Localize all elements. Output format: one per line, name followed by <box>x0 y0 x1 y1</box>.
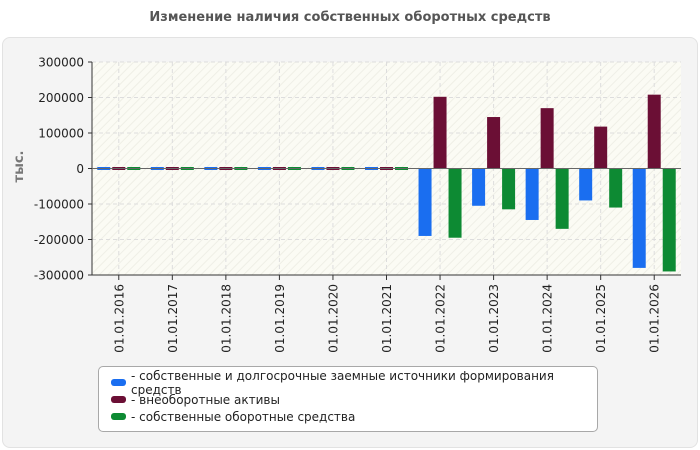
legend-item: - внеоборотные активы <box>111 391 597 408</box>
y-tick-label: 100000 <box>38 127 84 141</box>
y-tick-label: 300000 <box>38 56 84 70</box>
chart-legend: - собственные и долгосрочные заемные ист… <box>98 366 598 432</box>
legend-item: - собственные оборотные средства <box>111 408 597 425</box>
bar <box>525 168 539 220</box>
x-tick-label: 01.01.2016 <box>112 284 126 353</box>
bar <box>472 168 486 206</box>
x-tick-label: 01.01.2019 <box>273 284 287 353</box>
bar <box>555 168 569 229</box>
bar <box>632 168 646 268</box>
y-tick-label: 0 <box>76 162 84 176</box>
legend-label: - внеоборотные активы <box>131 392 280 407</box>
legend-label: - собственные оборотные средства <box>131 409 356 424</box>
x-tick-label: 01.01.2022 <box>434 284 448 353</box>
x-tick-label: 01.01.2021 <box>380 284 394 353</box>
legend-swatch <box>111 379 126 386</box>
bar <box>433 96 447 169</box>
x-tick-label: 01.01.2018 <box>219 284 233 353</box>
x-tick-label: 01.01.2017 <box>166 284 180 353</box>
bar <box>448 168 462 238</box>
x-tick-label: 01.01.2020 <box>326 284 340 353</box>
bar <box>579 168 593 201</box>
y-tick-label: -200000 <box>34 233 84 247</box>
bar <box>540 108 554 169</box>
bar <box>662 168 676 272</box>
legend-label: - собственные и долгосрочные заемные ист… <box>131 368 554 397</box>
bar <box>502 168 516 210</box>
legend-swatch <box>111 413 126 420</box>
legend-item: - собственные и долгосрочные заемные ист… <box>111 369 597 397</box>
y-axis-label: тыс. <box>12 151 27 183</box>
bar <box>487 117 501 169</box>
y-tick-label: -100000 <box>34 198 84 212</box>
x-tick-label: 01.01.2023 <box>487 284 501 353</box>
x-tick-label: 01.01.2026 <box>648 284 662 353</box>
bar <box>609 168 623 208</box>
chart-title: Изменение наличия собственных оборотных … <box>149 10 551 25</box>
bar <box>594 126 608 169</box>
bar <box>418 168 432 236</box>
x-tick-label: 01.01.2024 <box>541 284 555 353</box>
x-tick-label: 01.01.2025 <box>594 284 608 353</box>
y-tick-label: 200000 <box>38 91 84 105</box>
y-tick-label: -300000 <box>34 269 84 283</box>
bar <box>647 94 661 169</box>
legend-swatch <box>111 396 126 403</box>
